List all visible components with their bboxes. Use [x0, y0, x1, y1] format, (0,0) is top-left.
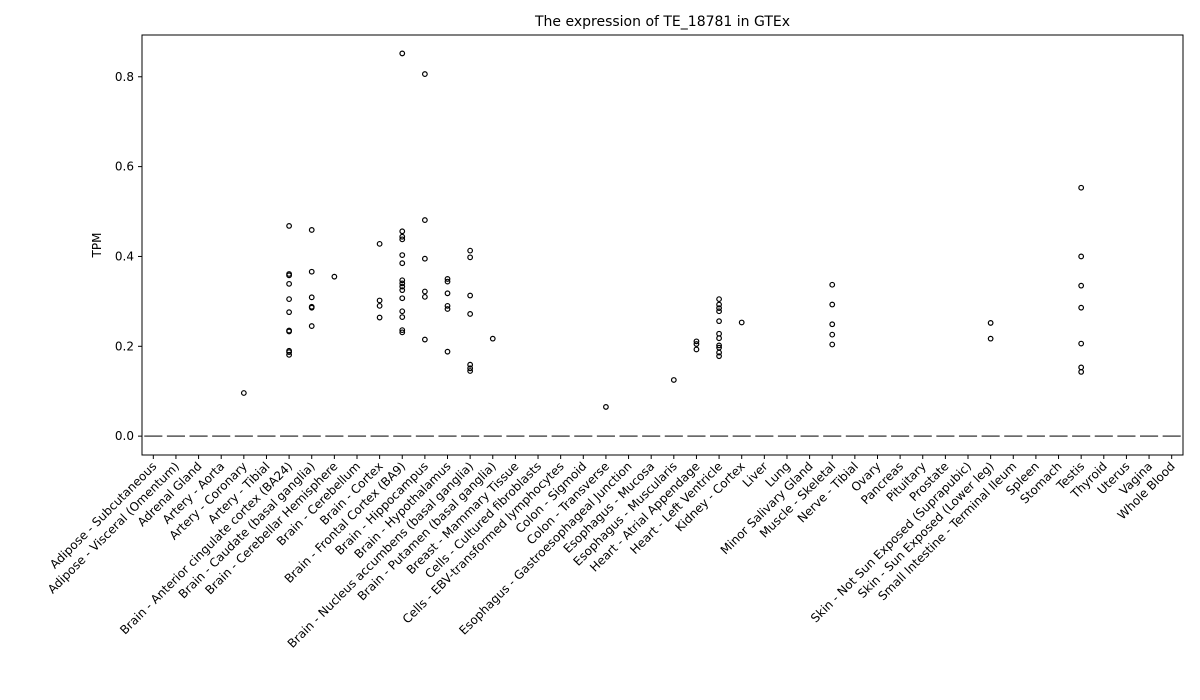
outlier-point [1078, 304, 1085, 311]
outlier-point [421, 71, 428, 77]
plot-area [144, 50, 1181, 437]
outlier-point [670, 377, 677, 383]
outlier-point [376, 302, 383, 309]
y-axis: 0.0 0.2 0.4 0.6 0.8 [115, 70, 142, 443]
outlier-point [716, 308, 722, 315]
plot-frame [141, 34, 1184, 456]
outlier-point [399, 308, 406, 315]
outlier-point [399, 277, 406, 284]
outlier-point [308, 294, 315, 301]
outlier-point [738, 319, 745, 326]
outlier-point [421, 255, 428, 262]
outlier-point [693, 338, 700, 345]
y-tick-label: 0.4 [115, 249, 134, 263]
y-tick-label: 0.0 [115, 429, 134, 443]
outlier-point [467, 247, 474, 254]
outlier-point [716, 342, 722, 349]
outlier-point [399, 252, 406, 259]
outlier-point [444, 348, 451, 355]
outlier-point [444, 290, 451, 297]
outlier-point [286, 280, 292, 287]
outlier-point [716, 353, 722, 360]
outlier-point [331, 273, 338, 280]
outlier-point [286, 272, 292, 279]
outlier-point [399, 314, 406, 320]
outlier-point [240, 390, 247, 396]
outlier-point [376, 240, 383, 247]
y-tick-label: 0.2 [115, 339, 134, 353]
outlier-point [829, 301, 836, 308]
outlier-point [308, 268, 315, 275]
outlier-point [467, 361, 474, 368]
outlier-point [693, 341, 700, 347]
y-tick-label: 0.8 [115, 70, 134, 84]
chart-title: The expression of TE_18781 in GTEx [534, 14, 790, 30]
outlier-point [1078, 340, 1085, 347]
outlier-point [1078, 368, 1085, 375]
outlier-point [286, 296, 292, 303]
outlier-point [308, 227, 315, 233]
outlier-point [467, 311, 474, 317]
outlier-point [399, 283, 406, 290]
outlier-point [489, 335, 496, 342]
outlier-point [693, 346, 700, 353]
outlier-point [444, 306, 451, 312]
outlier-point [467, 254, 474, 261]
outlier-point [444, 302, 451, 309]
outlier-point [716, 301, 722, 308]
outlier-point [716, 349, 722, 356]
outlier-point [399, 233, 406, 240]
outlier-point [444, 278, 451, 285]
outlier-point [829, 321, 836, 328]
outlier-point [399, 260, 406, 267]
outlier-point [987, 320, 994, 326]
outlier-point [467, 292, 474, 299]
outlier-point [716, 296, 722, 303]
outlier-point [376, 297, 383, 304]
outlier-point [1078, 184, 1085, 191]
outlier-point [444, 276, 451, 282]
outlier-point [399, 236, 406, 243]
outlier-point [399, 327, 406, 334]
outlier-point [467, 365, 474, 372]
outlier-point [286, 328, 292, 335]
outlier-point [286, 223, 292, 229]
outlier-point [716, 335, 722, 342]
outlier-point [286, 351, 292, 358]
outlier-point [286, 309, 292, 316]
outlier-point [603, 404, 609, 410]
outlier-point [286, 349, 292, 356]
outlier-point [376, 314, 383, 321]
outlier-point [1078, 253, 1085, 260]
outlier-point [399, 228, 406, 235]
x-tick-label: Adipose - Visceral (Omentum) [45, 459, 182, 596]
outlier-point [308, 323, 315, 329]
outlier-point [308, 304, 315, 311]
outlier-point [399, 280, 406, 287]
outlier-point [399, 329, 406, 336]
outlier-point [987, 335, 994, 342]
outlier-point [829, 331, 836, 338]
y-tick-label: 0.6 [115, 160, 134, 174]
outlier-point [829, 341, 836, 348]
outlier-point [1078, 282, 1085, 289]
outlier-point [716, 318, 722, 325]
y-axis-label: TPM [90, 233, 104, 259]
outlier-point [399, 295, 406, 302]
outlier-point [421, 217, 428, 223]
outlier-point [467, 368, 474, 374]
outlier-point [716, 305, 722, 312]
outlier-point [399, 50, 406, 57]
outlier-point [399, 287, 406, 294]
outlier-point [829, 281, 836, 288]
outlier-point [421, 293, 428, 300]
x-tick-label: Liver [740, 459, 771, 490]
outlier-point [421, 288, 428, 295]
outlier-point [421, 336, 428, 343]
